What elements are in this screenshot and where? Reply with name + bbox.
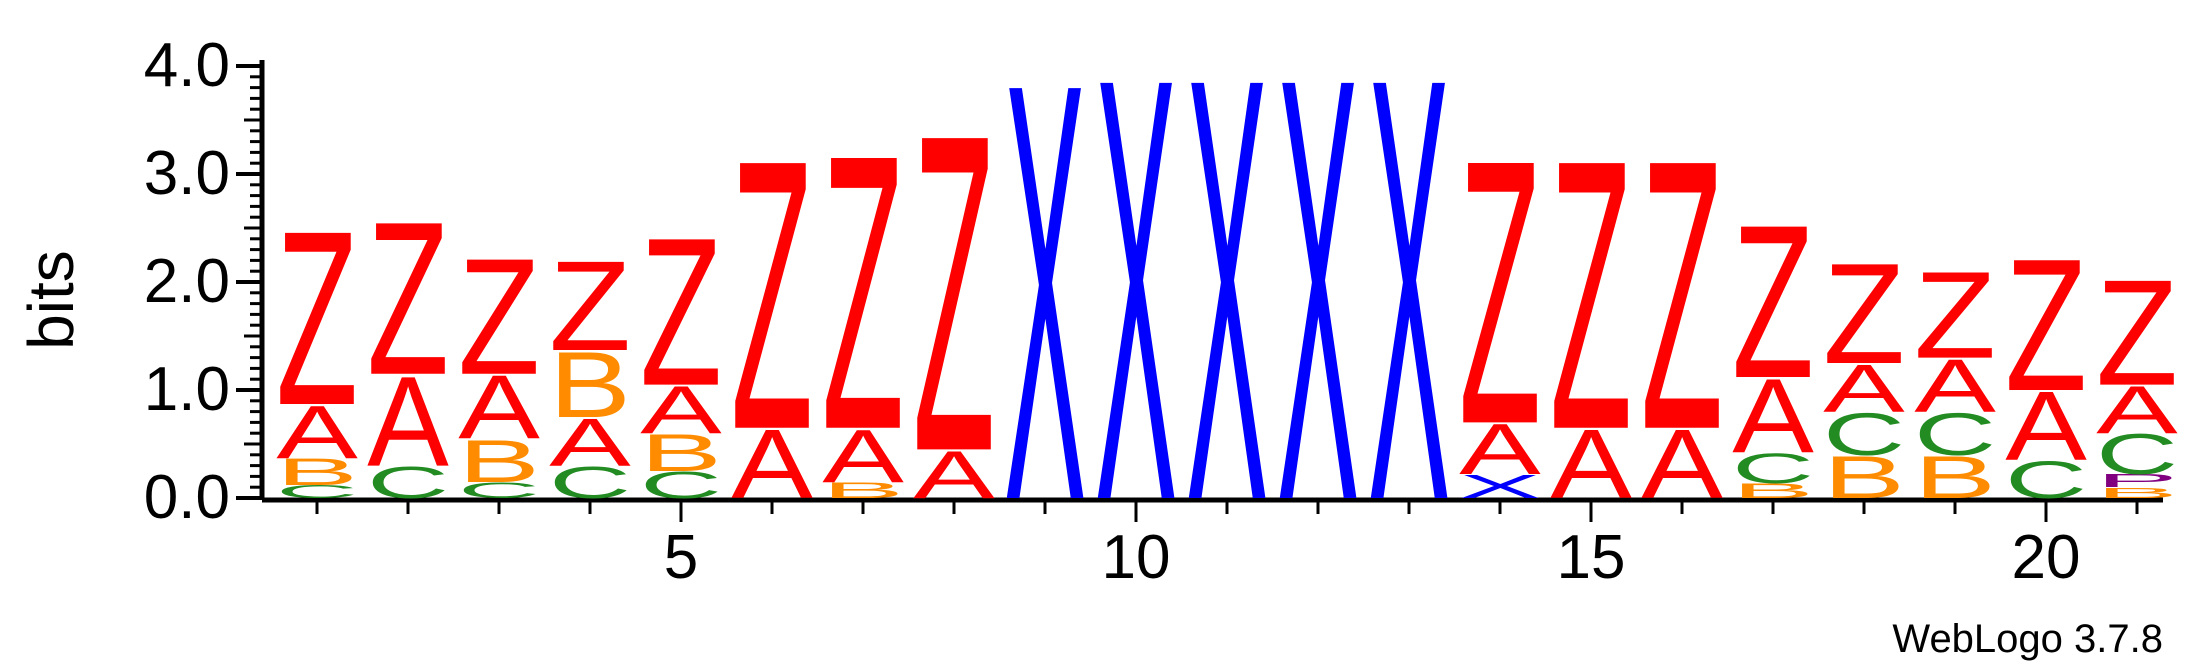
logo-letter-a: A [458, 357, 540, 458]
logo-letter-a: A [2005, 373, 2087, 482]
logo-letter-b: B [640, 424, 722, 483]
logo-letter-b: B [1732, 479, 1814, 503]
logo-letter-z: Z [458, 223, 540, 409]
logo-letter-b: B [2096, 484, 2178, 501]
logo-letter-p: P [2096, 471, 2178, 491]
logo-letter-z: Z [1641, 81, 1723, 511]
x-tick-label: 20 [2012, 523, 2081, 592]
logo-letter-z: Z [276, 180, 358, 458]
logo-letter-x: X [1459, 468, 1541, 505]
logo-letter-z: Z [731, 81, 813, 511]
x-tick-label: 5 [664, 523, 698, 592]
logo-letter-c: C [1732, 445, 1814, 492]
y-tick-label: 1.0 [144, 355, 230, 424]
x-tick-label: 10 [1102, 523, 1171, 592]
y-tick-label: 4.0 [144, 31, 230, 100]
logo-letter-a: A [276, 390, 358, 475]
logo-letter-z: Z [2005, 219, 2087, 430]
logo-letter-c: C [2005, 450, 2087, 509]
logo-letter-x: X [1368, 0, 1450, 627]
logo-letter-a: A [1732, 358, 1814, 475]
logo-letter-c: C [2096, 423, 2178, 487]
logo-letter-b: B [458, 427, 540, 495]
logo-letter-a: A [1550, 410, 1632, 519]
logo-letter-x: X [1186, 0, 1268, 627]
logo-letter-a: A [549, 404, 631, 480]
logo-letter-c: C [640, 464, 722, 506]
logo-letter-b: B [1914, 443, 1996, 511]
y-tick-label: 0.0 [144, 463, 230, 532]
logo-letter-c: C [458, 478, 540, 503]
logo-letter-c: C [367, 458, 449, 508]
logo-letter-a: A [367, 350, 449, 493]
logo-letter-z: Z [1732, 181, 1814, 424]
logo-letter-a: A [1459, 409, 1541, 490]
logo-letter-z: Z [1459, 81, 1541, 502]
logo-letter-a: A [2096, 371, 2178, 447]
y-tick-label: 2.0 [144, 247, 230, 316]
logo-letter-z: Z [822, 75, 904, 513]
logo-letter-z: Z [1550, 81, 1632, 511]
y-tick-label: 3.0 [144, 139, 230, 208]
logo-letter-x: X [1004, 0, 1086, 625]
logo-letter-z: Z [2096, 249, 2178, 417]
logo-letter-z: Z [1914, 246, 1996, 384]
y-axis-label: bits [15, 250, 87, 350]
logo-letter-c: C [1823, 401, 1905, 468]
logo-letter-c: C [549, 458, 631, 508]
logo-letter-z: Z [367, 177, 449, 420]
logo-letter-x: X [1095, 0, 1177, 627]
logo-letter-a: A [640, 371, 722, 447]
logo-letter-a: A [1823, 350, 1905, 426]
logo-letter-b: B [549, 333, 631, 437]
logo-letter-b: B [1823, 443, 1905, 511]
logo-letter-a: A [731, 410, 813, 519]
weblogo-credit: WebLogo 3.7.8 [1892, 617, 2163, 661]
logo-letter-z: Z [1823, 234, 1905, 394]
logo-letter-z: Z [549, 234, 631, 378]
x-axis: 5 10 15 20 [262, 497, 2163, 592]
logo-letter-z: Z [640, 195, 722, 430]
logo-letter-x: X [1277, 0, 1359, 627]
logo-letter-b: B [276, 451, 358, 493]
logo-letter-a: A [1641, 410, 1723, 519]
logo-letter-a: A [1914, 343, 1996, 428]
logo-letter-c: C [276, 482, 358, 502]
logo-letter-a: A [822, 414, 904, 499]
logo-letter-b: B [822, 478, 904, 503]
x-tick-label: 15 [1557, 523, 1626, 592]
logo-letter-c: C [1914, 401, 1996, 468]
y-axis: 0.0 1.0 2.0 3.0 4.0 [144, 31, 265, 532]
logo-letter-a: A [913, 436, 995, 512]
logo-letter-z: Z [913, 40, 995, 546]
